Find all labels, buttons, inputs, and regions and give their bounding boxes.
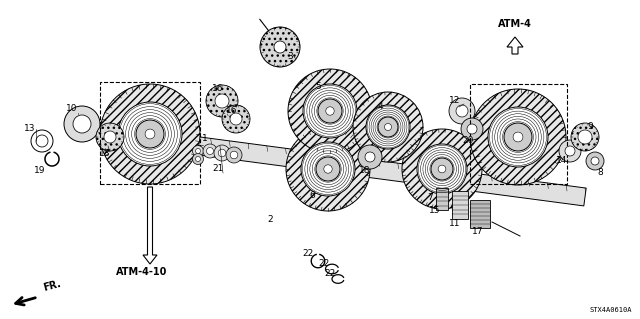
Circle shape — [365, 152, 375, 162]
Circle shape — [206, 85, 238, 117]
Circle shape — [203, 144, 217, 158]
Circle shape — [193, 145, 204, 157]
Circle shape — [571, 123, 599, 151]
Text: 10: 10 — [67, 105, 77, 114]
Circle shape — [431, 158, 453, 180]
Text: 3: 3 — [287, 53, 293, 62]
Text: 8: 8 — [597, 168, 603, 177]
Circle shape — [358, 145, 382, 169]
Text: FR.: FR. — [42, 279, 62, 293]
Text: 9: 9 — [587, 122, 593, 131]
Circle shape — [136, 120, 164, 148]
Circle shape — [318, 99, 342, 123]
Circle shape — [31, 130, 53, 152]
Circle shape — [96, 123, 124, 151]
Circle shape — [591, 157, 599, 165]
Circle shape — [385, 123, 392, 130]
Circle shape — [195, 157, 200, 161]
Text: 16: 16 — [227, 107, 237, 115]
Text: 19: 19 — [35, 167, 45, 175]
Text: 5: 5 — [315, 83, 321, 92]
Text: 1: 1 — [202, 135, 208, 144]
Text: 4: 4 — [377, 102, 383, 112]
Circle shape — [36, 135, 48, 147]
Circle shape — [326, 107, 334, 115]
Text: 22: 22 — [318, 258, 330, 268]
Circle shape — [565, 146, 575, 156]
Circle shape — [578, 130, 592, 144]
Circle shape — [461, 118, 483, 140]
Circle shape — [73, 115, 91, 133]
Circle shape — [316, 157, 340, 181]
Text: 13: 13 — [24, 124, 36, 133]
Circle shape — [324, 165, 332, 173]
Circle shape — [230, 151, 238, 159]
Circle shape — [274, 41, 286, 53]
Circle shape — [303, 84, 357, 138]
Polygon shape — [143, 187, 157, 264]
Text: STX4A0610A: STX4A0610A — [589, 307, 632, 313]
Text: 22: 22 — [302, 249, 314, 257]
Circle shape — [586, 152, 604, 170]
Circle shape — [195, 149, 200, 153]
Circle shape — [366, 105, 410, 149]
Text: 11: 11 — [449, 219, 461, 227]
Text: 18: 18 — [359, 167, 371, 175]
Text: 22: 22 — [324, 269, 335, 278]
Text: 20: 20 — [462, 137, 474, 145]
Text: ATM-4-10: ATM-4-10 — [116, 267, 168, 277]
Circle shape — [378, 117, 398, 137]
Circle shape — [118, 102, 182, 166]
Bar — [100, 82, 200, 184]
Text: 18: 18 — [99, 150, 111, 159]
Text: 7: 7 — [427, 192, 433, 202]
Circle shape — [288, 69, 372, 153]
Circle shape — [193, 153, 204, 165]
Circle shape — [230, 113, 242, 125]
Circle shape — [488, 107, 548, 167]
Circle shape — [207, 147, 214, 154]
Circle shape — [513, 132, 523, 142]
Text: 12: 12 — [449, 97, 461, 106]
Text: 21: 21 — [212, 165, 224, 174]
Circle shape — [456, 105, 468, 117]
Circle shape — [301, 142, 355, 196]
Circle shape — [353, 92, 423, 162]
Circle shape — [417, 144, 467, 194]
Bar — [436, 188, 448, 210]
Circle shape — [402, 129, 482, 209]
Bar — [452, 191, 468, 219]
Circle shape — [286, 127, 370, 211]
Circle shape — [470, 89, 566, 185]
Text: 2: 2 — [267, 214, 273, 224]
Circle shape — [104, 131, 116, 143]
Circle shape — [214, 145, 230, 161]
Text: 16: 16 — [212, 85, 224, 93]
Circle shape — [260, 27, 300, 67]
Text: ATM-4: ATM-4 — [498, 19, 532, 29]
Circle shape — [64, 106, 100, 142]
Circle shape — [145, 129, 155, 139]
Circle shape — [467, 124, 477, 134]
Polygon shape — [191, 136, 586, 206]
Circle shape — [559, 140, 581, 162]
Text: 17: 17 — [472, 226, 484, 235]
Circle shape — [100, 84, 200, 184]
Circle shape — [504, 123, 532, 151]
Circle shape — [226, 147, 242, 163]
Circle shape — [449, 98, 475, 124]
Bar — [470, 84, 567, 184]
Text: 14: 14 — [556, 157, 568, 166]
Text: 15: 15 — [429, 206, 441, 216]
Circle shape — [222, 105, 250, 133]
Bar — [470, 200, 490, 228]
Text: 6: 6 — [309, 190, 315, 199]
Polygon shape — [507, 37, 523, 54]
Circle shape — [215, 94, 229, 108]
Circle shape — [438, 165, 446, 173]
Circle shape — [218, 149, 226, 157]
